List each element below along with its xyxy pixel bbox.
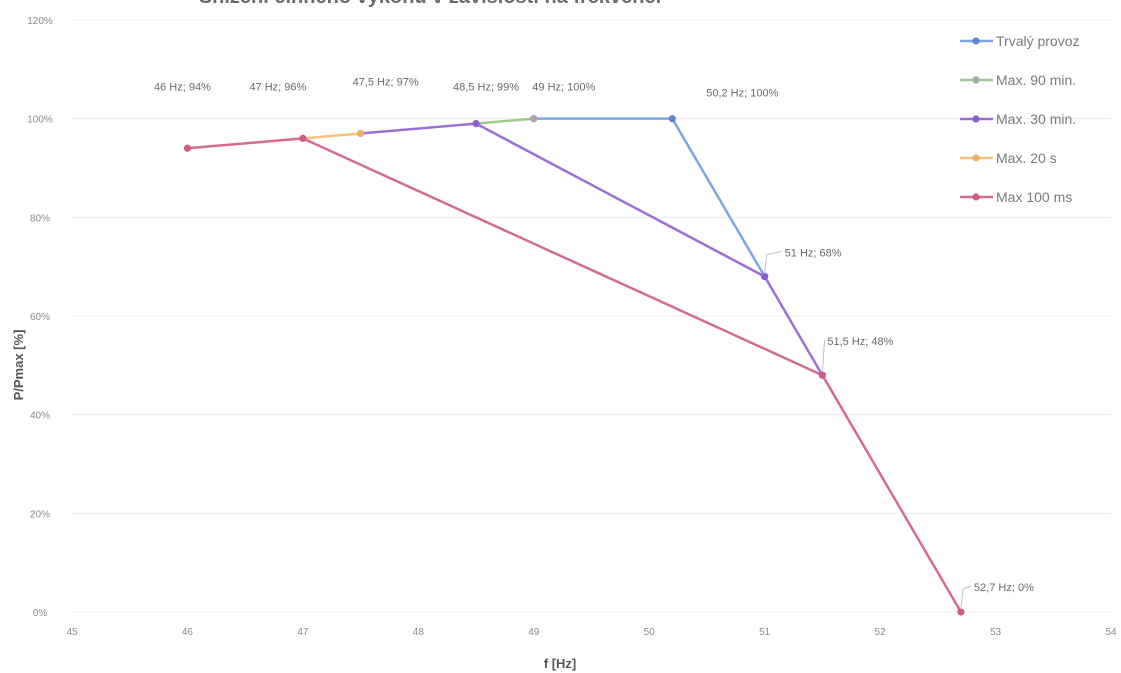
series-line <box>187 137 963 613</box>
x-tick-label: 48 <box>413 627 425 638</box>
x-tick-label: 45 <box>66 627 78 638</box>
data-point <box>668 115 676 123</box>
legend-marker <box>972 154 980 162</box>
data-point <box>530 115 538 123</box>
x-tick-label: 51 <box>759 627 771 638</box>
y-tick-label: 20% <box>30 509 50 520</box>
data-label: 52,7 Hz; 0% <box>974 582 1034 594</box>
legend-label: Max. 30 min. <box>996 111 1076 127</box>
data-point <box>957 608 965 616</box>
y-axis-title: P/Pmax [%] <box>11 330 26 401</box>
data-point <box>357 129 365 138</box>
legend-label: Trvalý provoz <box>996 33 1080 49</box>
y-axis-ticks: 0% 20% 40% 60% 80% 100% 120% <box>27 16 53 619</box>
data-point <box>818 371 826 379</box>
data-label: 50,2 Hz; 100% <box>706 88 778 100</box>
series-line <box>475 117 534 125</box>
y-tick-label: 60% <box>30 312 50 323</box>
chart-title: Snížení činného výkonu v závislosti na f… <box>199 0 661 8</box>
data-label: 46 Hz; 94% <box>154 81 211 93</box>
x-tick-label: 46 <box>182 627 194 638</box>
legend-label: Max 100 ms <box>996 189 1072 205</box>
data-point <box>761 272 769 281</box>
x-tick-label: 50 <box>644 627 656 638</box>
series-lines <box>183 115 965 616</box>
y-tick-label: 0% <box>33 608 48 619</box>
grid-lines <box>72 19 1111 613</box>
series-line <box>360 122 824 376</box>
data-label: 47 Hz; 96% <box>249 81 306 93</box>
legend-label: Max. 90 min. <box>996 72 1076 88</box>
legend-marker <box>972 115 980 123</box>
x-tick-label: 47 <box>297 627 309 638</box>
series-line <box>302 132 361 140</box>
legend-marker <box>972 193 980 201</box>
data-label: 51 Hz; 68% <box>785 248 842 260</box>
x-axis-ticks: 45 46 47 48 49 50 51 52 53 54 <box>66 627 1117 638</box>
x-tick-label: 49 <box>528 627 540 638</box>
legend: Trvalý provoz Max. 90 min. Max. 30 min. Max… <box>960 33 1080 205</box>
x-tick-label: 54 <box>1105 627 1117 638</box>
legend-marker <box>972 37 980 45</box>
series-line <box>533 117 766 278</box>
data-point <box>472 120 480 128</box>
y-tick-label: 40% <box>30 411 50 422</box>
y-tick-label: 100% <box>27 115 53 126</box>
y-tick-label: 80% <box>30 213 50 224</box>
data-labels: 46 Hz; 94% 47 Hz; 96% 47,5 Hz; 97% 48,5 Hz;… <box>154 76 1034 610</box>
data-point <box>183 144 192 152</box>
data-label: 48,5 Hz; 99% <box>453 82 519 94</box>
legend-label: Max. 20 s <box>996 150 1057 166</box>
data-label: 49 Hz; 100% <box>532 82 595 94</box>
label-leader <box>764 251 782 274</box>
data-label: 51,5 Hz; 48% <box>827 336 893 348</box>
data-label: 47,5 Hz; 97% <box>353 76 419 88</box>
data-point <box>299 134 307 142</box>
x-axis-title: f [Hz] <box>544 656 577 671</box>
y-tick-label: 120% <box>27 16 53 27</box>
legend-marker <box>972 76 980 84</box>
label-leader <box>821 340 825 373</box>
x-tick-label: 52 <box>875 627 887 638</box>
x-tick-label: 53 <box>990 627 1002 638</box>
label-leader <box>960 585 972 610</box>
